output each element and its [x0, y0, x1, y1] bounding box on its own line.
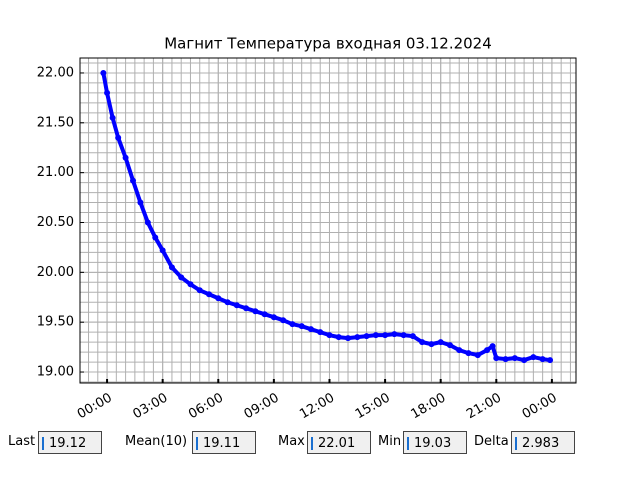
data-point [474, 352, 481, 359]
y-tick-label: 19.00 [37, 365, 74, 380]
data-point [122, 154, 129, 161]
stat-value: 19.11 [192, 431, 256, 454]
data-point [152, 234, 159, 241]
y-tick-label: 20.50 [37, 215, 74, 230]
data-point [547, 357, 554, 364]
data-point [391, 331, 398, 338]
y-tick-label: 22.00 [37, 65, 74, 80]
stat-value: 19.12 [38, 431, 102, 454]
stat-label: Delta [474, 434, 509, 449]
data-point [252, 308, 259, 315]
data-point [428, 341, 435, 348]
data-point [298, 323, 305, 330]
data-point [317, 329, 324, 336]
data-point [354, 334, 361, 341]
stat-label: Mean(10) [125, 434, 188, 449]
data-point [489, 343, 496, 350]
data-point [446, 342, 453, 349]
series-line [101, 72, 551, 363]
data-point [521, 357, 528, 364]
data-point [233, 302, 240, 309]
data-point [400, 332, 407, 339]
data-point [326, 332, 333, 339]
x-tick-label: 03:00 [130, 391, 170, 423]
plot-frame [79, 57, 577, 384]
data-point [159, 247, 166, 254]
data-point [115, 134, 122, 141]
data-point [502, 356, 509, 363]
data-point [137, 199, 144, 206]
data-point [484, 347, 491, 354]
data-point [409, 333, 416, 340]
x-tick-label: 00:00 [75, 391, 115, 423]
data-point [168, 264, 175, 271]
y-tick-label: 19.50 [37, 315, 74, 330]
x-tick-label: 18:00 [408, 391, 448, 423]
data-point [382, 332, 389, 339]
data-point [456, 347, 463, 354]
x-tick-label: 21:00 [464, 391, 504, 423]
data-point [224, 299, 231, 306]
data-point [100, 69, 107, 76]
data-point [243, 305, 250, 312]
x-tick-label: 09:00 [242, 391, 282, 423]
stat-label: Max [278, 434, 305, 449]
data-point [530, 354, 537, 361]
y-tick-label: 21.50 [37, 115, 74, 130]
data-point [345, 335, 352, 342]
data-point [187, 281, 194, 288]
data-point [130, 177, 137, 184]
data-point [104, 89, 111, 96]
x-tick-label: 12:00 [297, 391, 337, 423]
y-tick-label: 21.00 [37, 165, 74, 180]
stat-value: 22.01 [307, 431, 371, 454]
y-tick-label: 20.00 [37, 265, 74, 280]
data-point [196, 287, 203, 294]
x-tick-label: 06:00 [186, 391, 226, 423]
data-point [493, 355, 500, 362]
x-tick-label: 00:00 [520, 391, 560, 423]
data-point [511, 355, 518, 362]
data-point [419, 339, 426, 346]
data-point [307, 326, 314, 333]
x-tick-label: 15:00 [353, 391, 393, 423]
data-point [465, 350, 472, 357]
chart: Магнит Температура входная 03.12.2024 19… [37, 35, 577, 423]
data-point [289, 321, 296, 328]
data-point [261, 311, 268, 318]
data-point [335, 334, 342, 341]
data-point [178, 274, 185, 281]
data-point [270, 314, 277, 321]
data-point [280, 317, 287, 324]
data-point [109, 114, 116, 121]
data-point [144, 219, 151, 226]
data-point [363, 333, 370, 340]
stat-label: Last [8, 434, 36, 449]
data-point [372, 332, 379, 339]
stat-label: Min [378, 434, 402, 449]
data-point [437, 339, 444, 346]
data-point [215, 295, 222, 302]
chart-title: Магнит Температура входная 03.12.2024 [164, 35, 492, 53]
data-point [206, 291, 213, 298]
stat-value: 2.983 [511, 431, 575, 454]
data-point [539, 356, 546, 363]
stat-value: 19.03 [403, 431, 467, 454]
